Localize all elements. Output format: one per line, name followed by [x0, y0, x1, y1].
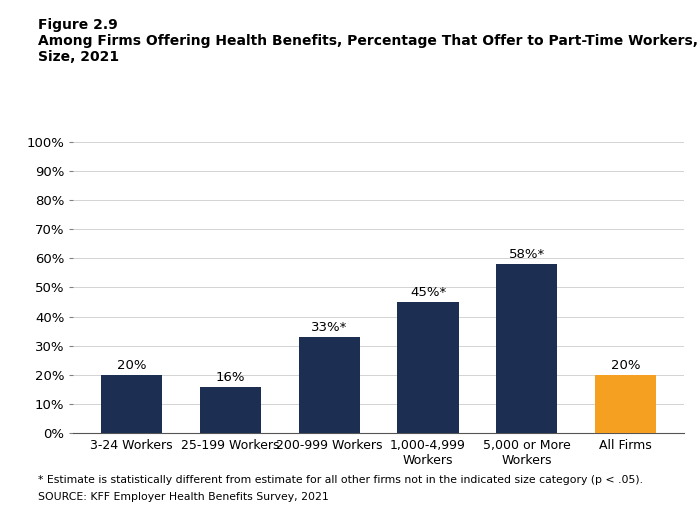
- Text: Among Firms Offering Health Benefits, Percentage That Offer to Part-Time Workers: Among Firms Offering Health Benefits, Pe…: [38, 34, 698, 48]
- Text: 20%: 20%: [611, 359, 640, 372]
- Text: Figure 2.9: Figure 2.9: [38, 18, 118, 33]
- Text: SOURCE: KFF Employer Health Benefits Survey, 2021: SOURCE: KFF Employer Health Benefits Sur…: [38, 492, 329, 502]
- Text: Size, 2021: Size, 2021: [38, 50, 119, 64]
- Bar: [397, 302, 459, 433]
- Bar: [299, 337, 360, 433]
- Bar: [496, 264, 558, 433]
- Bar: [595, 375, 656, 433]
- Bar: [200, 386, 261, 433]
- Text: 20%: 20%: [117, 359, 147, 372]
- Bar: [101, 375, 163, 433]
- Text: 33%*: 33%*: [311, 321, 348, 334]
- Text: 45%*: 45%*: [410, 286, 446, 299]
- Text: * Estimate is statistically different from estimate for all other firms not in t: * Estimate is statistically different fr…: [38, 475, 644, 485]
- Text: 58%*: 58%*: [509, 248, 545, 261]
- Text: 16%: 16%: [216, 371, 245, 384]
